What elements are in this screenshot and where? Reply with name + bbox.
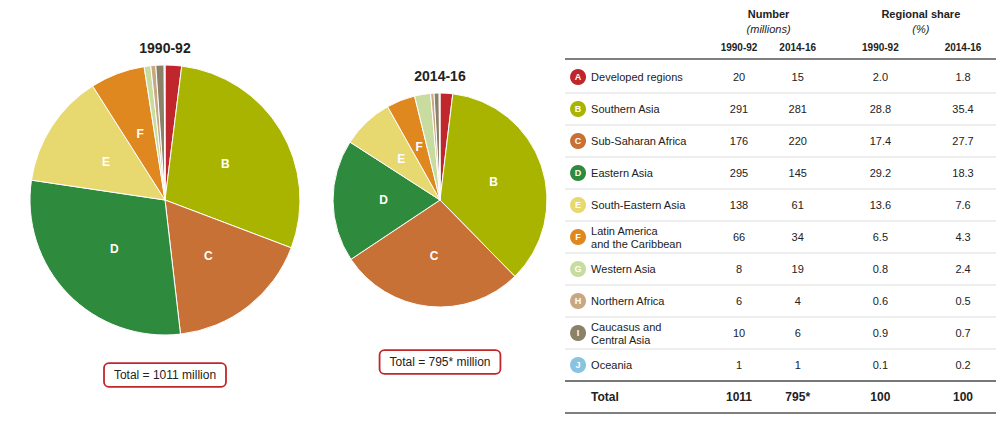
svg-text:795*: 795* xyxy=(785,390,810,404)
svg-text:2014-16: 2014-16 xyxy=(414,68,466,84)
svg-text:(%): (%) xyxy=(912,23,929,35)
svg-text:Number: Number xyxy=(748,8,790,20)
svg-text:1: 1 xyxy=(736,359,742,371)
svg-text:0.5: 0.5 xyxy=(955,295,970,307)
svg-text:281: 281 xyxy=(789,103,807,115)
svg-text:8: 8 xyxy=(736,263,742,275)
svg-text:South-Eastern Asia: South-Eastern Asia xyxy=(591,199,686,211)
svg-text:0.9: 0.9 xyxy=(873,327,888,339)
svg-text:F: F xyxy=(136,127,143,141)
svg-text:6.5: 6.5 xyxy=(873,231,888,243)
svg-text:A: A xyxy=(575,72,582,82)
svg-text:100: 100 xyxy=(870,390,890,404)
svg-text:35.4: 35.4 xyxy=(952,103,973,115)
svg-text:2014-16: 2014-16 xyxy=(779,42,816,53)
svg-text:1990-92: 1990-92 xyxy=(862,42,899,53)
svg-text:Northern Africa: Northern Africa xyxy=(591,295,665,307)
svg-text:0.8: 0.8 xyxy=(873,263,888,275)
svg-text:(millions): (millions) xyxy=(747,23,791,35)
svg-text:19: 19 xyxy=(792,263,804,275)
svg-text:27.7: 27.7 xyxy=(952,135,973,147)
svg-text:I: I xyxy=(577,328,580,338)
svg-text:34: 34 xyxy=(792,231,804,243)
svg-text:29.2: 29.2 xyxy=(870,167,891,179)
svg-text:B: B xyxy=(221,157,230,171)
svg-text:D: D xyxy=(110,242,119,256)
svg-text:Eastern Asia: Eastern Asia xyxy=(591,167,654,179)
svg-text:Latin America: Latin America xyxy=(591,225,659,237)
svg-text:1990-92: 1990-92 xyxy=(721,42,758,53)
svg-text:0.6: 0.6 xyxy=(873,295,888,307)
svg-text:176: 176 xyxy=(730,135,748,147)
svg-text:145: 145 xyxy=(789,167,807,179)
svg-text:6: 6 xyxy=(736,295,742,307)
svg-text:D: D xyxy=(575,168,582,178)
svg-text:20: 20 xyxy=(733,71,745,83)
svg-text:Southern Asia: Southern Asia xyxy=(591,103,660,115)
svg-text:10: 10 xyxy=(733,327,745,339)
svg-text:220: 220 xyxy=(789,135,807,147)
svg-text:B: B xyxy=(575,104,582,114)
svg-text:E: E xyxy=(102,155,110,169)
svg-text:Oceania: Oceania xyxy=(591,359,633,371)
svg-text:61: 61 xyxy=(792,199,804,211)
svg-text:1.8: 1.8 xyxy=(955,71,970,83)
svg-text:291: 291 xyxy=(730,103,748,115)
svg-text:H: H xyxy=(575,296,582,306)
svg-text:E: E xyxy=(575,200,581,210)
svg-text:2.0: 2.0 xyxy=(873,71,888,83)
svg-text:C: C xyxy=(575,136,582,146)
svg-text:Developed regions: Developed regions xyxy=(591,71,683,83)
svg-text:295: 295 xyxy=(730,167,748,179)
svg-text:138: 138 xyxy=(730,199,748,211)
svg-text:1: 1 xyxy=(795,359,801,371)
svg-text:Western Asia: Western Asia xyxy=(591,263,656,275)
svg-text:2014-16: 2014-16 xyxy=(945,42,982,53)
svg-text:100: 100 xyxy=(953,390,973,404)
svg-text:4.3: 4.3 xyxy=(955,231,970,243)
svg-text:1011: 1011 xyxy=(726,390,752,404)
svg-text:Total = 1011 million: Total = 1011 million xyxy=(114,368,216,382)
svg-text:J: J xyxy=(576,360,581,370)
svg-text:7.6: 7.6 xyxy=(955,199,970,211)
svg-text:C: C xyxy=(204,249,213,263)
svg-text:0.1: 0.1 xyxy=(873,359,888,371)
svg-text:D: D xyxy=(379,193,388,207)
svg-text:B: B xyxy=(489,175,498,189)
svg-text:Central Asia: Central Asia xyxy=(591,334,651,346)
svg-text:18.3: 18.3 xyxy=(952,167,973,179)
svg-text:28.8: 28.8 xyxy=(870,103,891,115)
svg-text:Total: Total xyxy=(591,390,619,404)
svg-text:17.4: 17.4 xyxy=(870,135,891,147)
svg-text:1990-92: 1990-92 xyxy=(139,40,191,56)
svg-text:13.6: 13.6 xyxy=(870,199,891,211)
svg-text:66: 66 xyxy=(733,231,745,243)
svg-text:15: 15 xyxy=(792,71,804,83)
svg-text:0.7: 0.7 xyxy=(955,327,970,339)
svg-text:E: E xyxy=(397,152,405,166)
svg-text:G: G xyxy=(575,264,582,274)
svg-text:F: F xyxy=(575,232,581,242)
svg-text:2.4: 2.4 xyxy=(955,263,970,275)
svg-text:0.2: 0.2 xyxy=(955,359,970,371)
svg-text:6: 6 xyxy=(795,327,801,339)
svg-text:F: F xyxy=(416,140,423,154)
svg-text:Sub-Saharan Africa: Sub-Saharan Africa xyxy=(591,135,687,147)
svg-text:and the Caribbean: and the Caribbean xyxy=(591,238,682,250)
svg-text:C: C xyxy=(430,249,439,263)
svg-text:Caucasus and: Caucasus and xyxy=(591,321,661,333)
svg-text:Total = 795* million: Total = 795* million xyxy=(389,355,490,369)
svg-text:4: 4 xyxy=(795,295,801,307)
svg-text:Regional share: Regional share xyxy=(881,8,960,20)
